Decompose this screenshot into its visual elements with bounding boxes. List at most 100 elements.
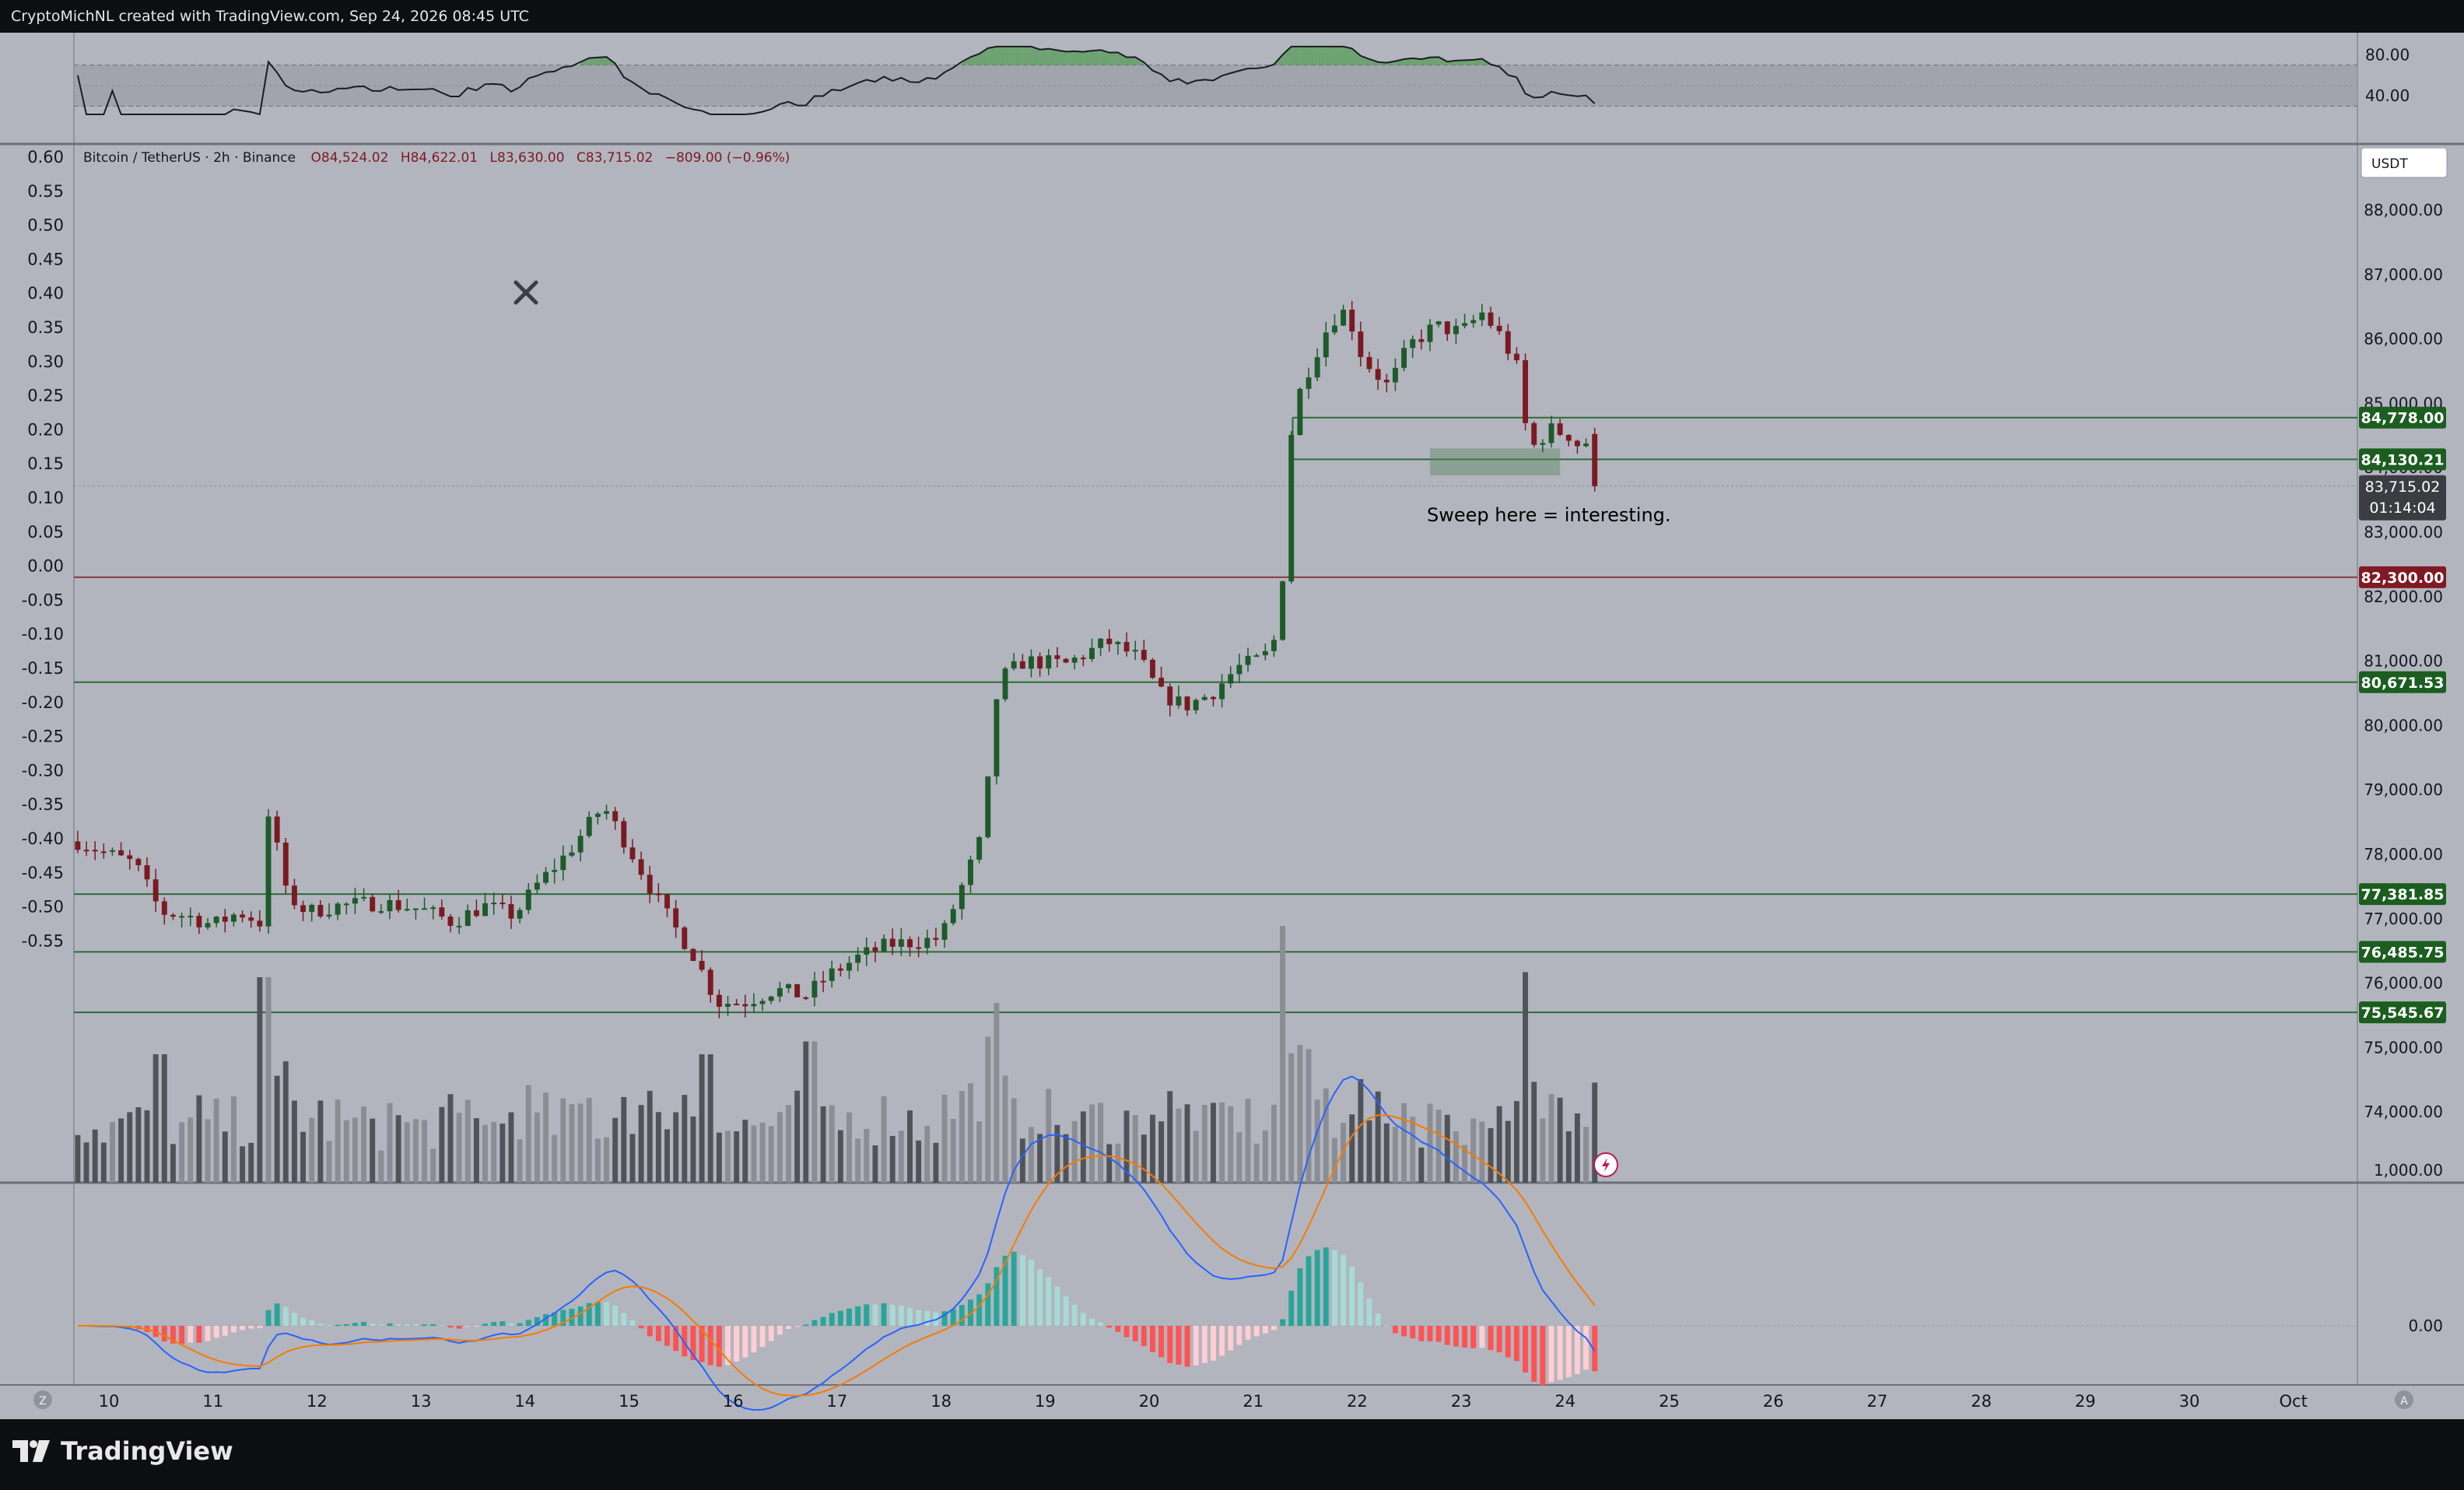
macd-histogram-bar bbox=[430, 1323, 436, 1326]
auto-scale-button[interactable]: A bbox=[2395, 1390, 2413, 1409]
volume-bar bbox=[872, 1145, 878, 1183]
candle-body bbox=[170, 914, 176, 917]
candle-body bbox=[907, 939, 913, 948]
candle-body bbox=[864, 947, 870, 955]
candle-body bbox=[1418, 338, 1425, 342]
macd-histogram-bar bbox=[1123, 1326, 1130, 1337]
macd-histogram-bar bbox=[1071, 1305, 1078, 1326]
volume-bar bbox=[152, 1054, 159, 1183]
candle-body bbox=[594, 813, 601, 817]
candle-body bbox=[577, 836, 584, 853]
volume-bar bbox=[491, 1121, 497, 1183]
candle-body bbox=[387, 899, 393, 912]
candle-body bbox=[1392, 367, 1398, 383]
volume-bar bbox=[482, 1124, 489, 1183]
macd-histogram-bar bbox=[1262, 1326, 1268, 1334]
candle-body bbox=[248, 917, 254, 921]
rsi-overbought-fill bbox=[1291, 46, 1300, 65]
rsi-overbought-fill bbox=[589, 57, 598, 65]
macd-histogram-bar bbox=[473, 1326, 479, 1327]
time-tick-label: 26 bbox=[1763, 1392, 1784, 1411]
time-tick-label: 25 bbox=[1659, 1392, 1680, 1411]
volume-bar bbox=[1306, 1049, 1312, 1183]
rsi-overbought-fill bbox=[1048, 48, 1057, 65]
sweep-annotation[interactable]: Sweep here = interesting. bbox=[1427, 504, 1671, 526]
currency-button[interactable]: USDT bbox=[2361, 147, 2448, 178]
volume-bar bbox=[1011, 1098, 1017, 1183]
left-tick-label: 0.60 bbox=[27, 148, 64, 167]
time-tick-label: 23 bbox=[1451, 1392, 1472, 1411]
event-marker-icon[interactable] bbox=[1593, 1152, 1618, 1177]
candle-body bbox=[1141, 650, 1147, 661]
macd-histogram-bar bbox=[257, 1326, 263, 1328]
left-tick-label: 0.50 bbox=[27, 216, 64, 235]
macd-histogram-bar bbox=[1323, 1247, 1329, 1326]
macd-histogram-bar bbox=[811, 1320, 818, 1326]
candle-body bbox=[1245, 655, 1251, 665]
macd-histogram-bar bbox=[985, 1283, 991, 1326]
candle-body bbox=[135, 858, 142, 866]
rsi-overbought-fill bbox=[1309, 46, 1318, 65]
rsi-overbought-fill bbox=[996, 46, 1006, 65]
level-label: 77,381.85 bbox=[2361, 886, 2445, 903]
volume-bar bbox=[907, 1110, 913, 1183]
candle-body bbox=[282, 842, 289, 886]
volume-bar bbox=[300, 1131, 307, 1183]
macd-histogram-bar bbox=[543, 1313, 549, 1326]
candle-body bbox=[725, 1004, 731, 1007]
macd-histogram-bar bbox=[1037, 1269, 1043, 1326]
candle-body bbox=[898, 939, 904, 947]
macd-histogram-bar bbox=[1349, 1266, 1355, 1326]
macd-histogram-bar bbox=[846, 1308, 852, 1326]
volume-bar bbox=[898, 1131, 904, 1183]
time-tick-label: 18 bbox=[931, 1392, 952, 1411]
volume-bar bbox=[205, 1119, 211, 1183]
volume-bar bbox=[352, 1117, 358, 1183]
candle-body bbox=[464, 910, 471, 926]
macd-histogram-bar bbox=[491, 1322, 497, 1326]
candle-body bbox=[1574, 440, 1580, 447]
candle-body bbox=[1366, 356, 1372, 370]
candle-body bbox=[1349, 309, 1355, 332]
volume-bar bbox=[1548, 1094, 1554, 1183]
sweep-zone bbox=[1429, 448, 1561, 476]
cross-icon[interactable] bbox=[513, 280, 538, 305]
price-tick-label: 75,000.00 bbox=[2364, 1038, 2443, 1057]
time-tick-label: 10 bbox=[99, 1392, 120, 1411]
candle-body bbox=[75, 841, 81, 850]
attribution: CryptoMichNL created with TradingView.co… bbox=[11, 8, 529, 25]
volume-bar bbox=[317, 1100, 324, 1183]
price-levels bbox=[74, 416, 2357, 1014]
level-label: 80,671.53 bbox=[2361, 675, 2445, 692]
zoom-button[interactable]: Z bbox=[33, 1390, 52, 1409]
candle-body bbox=[1592, 433, 1598, 486]
volume-bar bbox=[1444, 1114, 1450, 1183]
volume-bar bbox=[1496, 1106, 1502, 1183]
volume-bar bbox=[274, 1075, 280, 1183]
macd-histogram-bar bbox=[1401, 1326, 1407, 1337]
candle-body bbox=[1505, 331, 1511, 354]
candle-body bbox=[1158, 678, 1165, 687]
rsi-overbought-fill bbox=[1282, 46, 1292, 65]
macd-histogram-bar bbox=[326, 1325, 332, 1327]
volume-bar bbox=[941, 1094, 948, 1183]
time-tick-label: 12 bbox=[307, 1392, 328, 1411]
candle-body bbox=[161, 901, 167, 915]
macd-histogram-bar bbox=[1210, 1326, 1216, 1361]
level-label: 84,130.21 bbox=[2361, 451, 2445, 468]
macd-histogram-bar bbox=[577, 1306, 584, 1326]
rsi-tick-label: 40.00 bbox=[2365, 86, 2410, 105]
volume-bar bbox=[1071, 1120, 1078, 1183]
volume-bar bbox=[725, 1131, 731, 1183]
macd-histogram-bar bbox=[1453, 1326, 1459, 1347]
time-tick-label: 22 bbox=[1347, 1392, 1368, 1411]
macd-histogram-bar bbox=[412, 1324, 419, 1326]
brand[interactable]: TradingView bbox=[12, 1436, 233, 1466]
volume-bar bbox=[1574, 1113, 1580, 1183]
macd-histogram-bar bbox=[387, 1323, 393, 1326]
volume-bar bbox=[1427, 1103, 1433, 1183]
macd-histogram-bar bbox=[370, 1323, 376, 1326]
macd-histogram-bar bbox=[594, 1302, 601, 1326]
svg-text:Bitcoin / TetherUS · 2h · Bina: Bitcoin / TetherUS · 2h · Binance O84,52… bbox=[83, 150, 790, 166]
